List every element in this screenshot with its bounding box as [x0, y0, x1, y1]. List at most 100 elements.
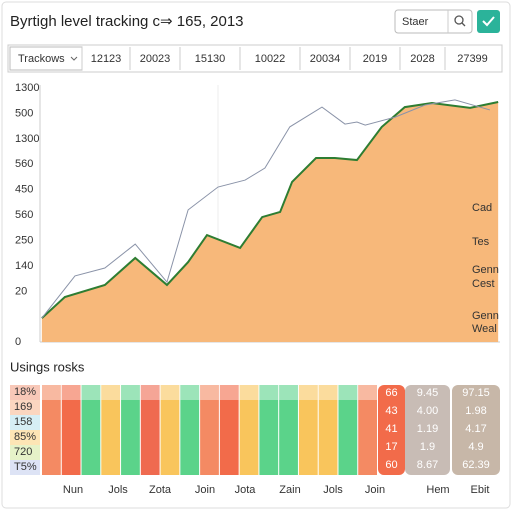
x-label: Jols: [323, 484, 343, 496]
row-label-bg: [10, 385, 40, 400]
bar-top: [200, 385, 219, 400]
bar-column: [121, 385, 140, 475]
bar-top: [140, 385, 160, 400]
row-label: 158: [14, 416, 32, 428]
x-label: Zota: [149, 484, 172, 496]
y-tick-label: 560: [15, 158, 33, 170]
side-value: 8.67: [417, 459, 438, 471]
bar-top: [121, 385, 140, 400]
side-value: 62.39: [462, 459, 490, 471]
bar-column: [298, 385, 318, 475]
bar-column: [318, 385, 338, 475]
row-label: 720: [14, 446, 32, 458]
bar-column: [42, 385, 61, 475]
bar-top: [279, 385, 298, 400]
y-tick-label: 20: [15, 285, 27, 297]
bar-top: [101, 385, 121, 400]
side-column: [378, 385, 405, 475]
y-tick-label: 1300: [15, 82, 39, 94]
row-label-bg: [10, 445, 40, 460]
x-label: Join: [365, 484, 385, 496]
dropdown-caret: [70, 56, 78, 61]
search-icon-handle: [461, 22, 466, 27]
page-title: Byrtigh level tracking c⇒ 165, 2013: [10, 13, 244, 30]
bar-top: [239, 385, 259, 400]
x-label: Jota: [235, 484, 257, 496]
bar-top: [160, 385, 180, 400]
tab[interactable]: 10022: [255, 53, 286, 65]
bar-top: [81, 385, 101, 400]
confirm-button[interactable]: [477, 10, 500, 33]
x-label: Ebit: [471, 484, 490, 496]
side-value: 97.15: [462, 387, 490, 399]
x-label: Jols: [108, 484, 128, 496]
annotation: Genn: [472, 264, 499, 276]
x-label: Join: [195, 484, 215, 496]
side-value: 4.9: [468, 441, 483, 453]
side-value: 60: [385, 459, 397, 471]
bar-column: [200, 385, 219, 475]
y-tick-label: 450: [15, 184, 33, 196]
annotation: Cad: [472, 202, 492, 214]
x-label: Nun: [63, 484, 83, 496]
bar-top: [358, 385, 377, 400]
side-value: 9.45: [417, 387, 438, 399]
tab[interactable]: 20023: [140, 53, 171, 65]
tab[interactable]: 2019: [363, 53, 387, 65]
row-label-bg: [10, 430, 40, 445]
bar-column: [279, 385, 298, 475]
bar-column: [61, 385, 81, 475]
side-value: 41: [385, 423, 397, 435]
side-column: [452, 385, 500, 475]
bar-column: [219, 385, 239, 475]
tab[interactable]: 20034: [310, 53, 341, 65]
y-tick-label: 140: [15, 260, 33, 272]
bar-column: [140, 385, 160, 475]
tab[interactable]: 2028: [410, 53, 434, 65]
x-label: Zain: [279, 484, 300, 496]
bar-column: [338, 385, 358, 475]
search-box[interactable]: [394, 9, 473, 34]
side-value: 17: [385, 441, 397, 453]
row-label-bg: [10, 460, 40, 475]
bar-top: [180, 385, 200, 400]
row-label-bg: [10, 415, 40, 430]
check-icon: [482, 16, 495, 27]
bar-column: [180, 385, 200, 475]
bar-top: [298, 385, 318, 400]
row-label-bg: [10, 400, 40, 415]
line: [41, 100, 499, 319]
section-title: Usings rosks: [10, 359, 85, 374]
y-tick-label: 560: [15, 209, 33, 221]
search-icon[interactable]: [454, 15, 464, 25]
side-value: 4.17: [465, 423, 486, 435]
area: [41, 101, 499, 342]
line: [41, 99, 491, 319]
side-value: 1.9: [420, 441, 435, 453]
bar-column: [259, 385, 279, 475]
y-tick-label: 0: [15, 336, 21, 348]
tab[interactable]: 27399: [457, 53, 488, 65]
bar-top: [259, 385, 279, 400]
annotation: Tes: [472, 236, 490, 248]
tab[interactable]: 15130: [195, 53, 226, 65]
tab[interactable]: 12123: [91, 53, 122, 65]
y-tick-label: 500: [15, 107, 33, 119]
annotation: Weal: [472, 323, 497, 335]
side-column: [405, 385, 450, 475]
bar-column: [101, 385, 121, 475]
search-text: Staer: [402, 16, 429, 28]
side-value: 4.00: [417, 405, 438, 417]
bar-top: [318, 385, 338, 400]
row-label: 18%: [14, 386, 36, 398]
toolbar: [7, 44, 503, 73]
side-value: 43: [385, 405, 397, 417]
x-label: Hem: [426, 484, 449, 496]
row-label: T5%: [14, 461, 37, 473]
y-tick-label: 1300: [15, 133, 39, 145]
annotation: Cest: [472, 278, 495, 290]
bar-top: [338, 385, 358, 400]
side-value: 66: [385, 387, 397, 399]
